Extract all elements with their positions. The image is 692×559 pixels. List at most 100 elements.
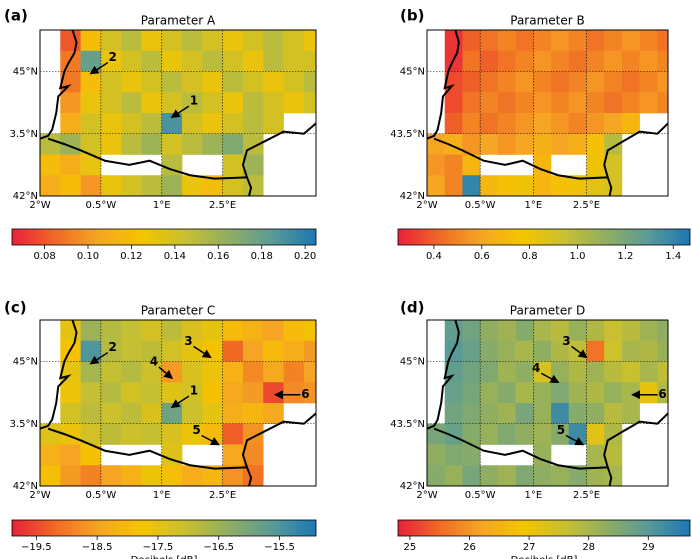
- colorbar-tick-label: 0.20: [294, 251, 316, 262]
- heat-cell: [551, 113, 570, 135]
- heat-cell: [182, 175, 203, 196]
- heat-cell: [551, 30, 570, 52]
- heat-cell: [621, 361, 640, 383]
- heat-cell: [515, 133, 534, 155]
- heat-cell: [202, 340, 223, 362]
- heat-cell: [121, 30, 142, 52]
- heat-cell: [462, 113, 481, 135]
- heat-cell: [100, 340, 122, 362]
- colorbar-tick-label: 0.6: [474, 251, 490, 262]
- heat-cell: [222, 113, 244, 135]
- heat-cell: [497, 361, 516, 383]
- heat-cell: [60, 30, 81, 52]
- heat-cell: [283, 320, 305, 342]
- heat-cell: [657, 340, 668, 362]
- heat-cell: [515, 361, 534, 383]
- heat-cell: [639, 92, 658, 114]
- heat-cell: [551, 133, 570, 155]
- heat-cell: [515, 113, 534, 135]
- heat-cell: [202, 133, 223, 155]
- heat-cell: [462, 30, 481, 52]
- panel-label: (d): [400, 299, 424, 317]
- x-tick-label: 1°E: [524, 200, 542, 211]
- y-tick-label: 43.5°N: [390, 129, 425, 140]
- colorbar-tick-label: 27: [523, 542, 536, 553]
- heat-cell: [462, 92, 481, 114]
- colorbar-label: Decibels [dB]: [131, 555, 198, 559]
- colorbar-tick-label: 29: [642, 542, 655, 553]
- heat-cell: [182, 71, 203, 93]
- annotation-arrow: [158, 366, 174, 380]
- coastline: [427, 30, 460, 140]
- colorbar-tick-label: 26: [463, 542, 476, 553]
- plot-frame: [39, 319, 317, 487]
- heat-cell: [586, 71, 605, 93]
- heat-cell: [161, 113, 183, 135]
- annotation-arrow: [540, 372, 560, 383]
- heat-cell: [604, 71, 623, 93]
- heat-cell: [303, 320, 316, 342]
- coastline: [241, 412, 316, 486]
- heat-cell: [586, 92, 605, 114]
- heat-cell: [586, 382, 605, 404]
- heat-cell: [283, 50, 305, 72]
- heat-cell: [141, 423, 163, 445]
- heat-cell: [568, 133, 587, 155]
- heat-cell: [121, 92, 142, 114]
- heat-cell: [533, 133, 552, 155]
- heat-cell: [533, 465, 552, 486]
- heat-cell: [141, 465, 163, 486]
- heat-cell: [480, 382, 499, 404]
- heat-cell: [202, 403, 223, 425]
- heat-cell: [40, 154, 61, 176]
- heat-cell: [604, 175, 623, 196]
- heat-cell: [515, 320, 534, 342]
- heat-cell: [80, 361, 102, 383]
- heat-cell: [444, 92, 463, 114]
- heat-cell: [586, 465, 605, 486]
- heat-cell: [141, 320, 163, 342]
- heat-cell: [222, 154, 244, 176]
- heat-cell: [480, 423, 499, 445]
- colorbar-tick-label: 1.2: [617, 251, 633, 262]
- heat-cell: [462, 71, 481, 93]
- heat-cell: [60, 403, 81, 425]
- heat-cell: [182, 320, 203, 342]
- heat-cell: [202, 175, 223, 196]
- colorbar-label: Decibels [dB]: [511, 555, 578, 559]
- heat-cell: [283, 92, 305, 114]
- heat-cell: [141, 361, 163, 383]
- heat-cell: [242, 71, 264, 93]
- heat-cell: [551, 423, 570, 445]
- annotation-arrow: [571, 345, 588, 359]
- heat-cell: [141, 50, 163, 72]
- heat-cell: [497, 320, 516, 342]
- coastline: [433, 427, 608, 470]
- map-area: [427, 30, 668, 196]
- heat-cell: [242, 30, 264, 52]
- heat-cell: [121, 340, 142, 362]
- heat-cell: [515, 465, 534, 486]
- heat-cell: [121, 50, 142, 72]
- heat-cell: [462, 423, 481, 445]
- heat-cell: [100, 133, 122, 155]
- heat-cell: [242, 50, 264, 72]
- heat-cell: [303, 30, 316, 52]
- heat-cell: [202, 30, 223, 52]
- heat-cell: [303, 382, 316, 404]
- colorbar: [11, 519, 317, 537]
- x-tick-label: 2.5°E: [209, 200, 236, 211]
- x-tick-label: 2.5°E: [209, 490, 236, 501]
- heat-cell: [222, 423, 244, 445]
- annotation-arrow: [170, 395, 190, 408]
- heat-cell: [141, 113, 163, 135]
- heat-cell: [80, 154, 102, 176]
- heat-cell: [568, 71, 587, 93]
- heat-cell: [533, 320, 552, 342]
- coastline: [603, 122, 668, 196]
- heat-cell: [551, 340, 570, 362]
- heat-cell: [80, 175, 102, 196]
- heat-cell: [121, 423, 142, 445]
- heat-cell: [462, 340, 481, 362]
- heat-cell: [60, 444, 81, 466]
